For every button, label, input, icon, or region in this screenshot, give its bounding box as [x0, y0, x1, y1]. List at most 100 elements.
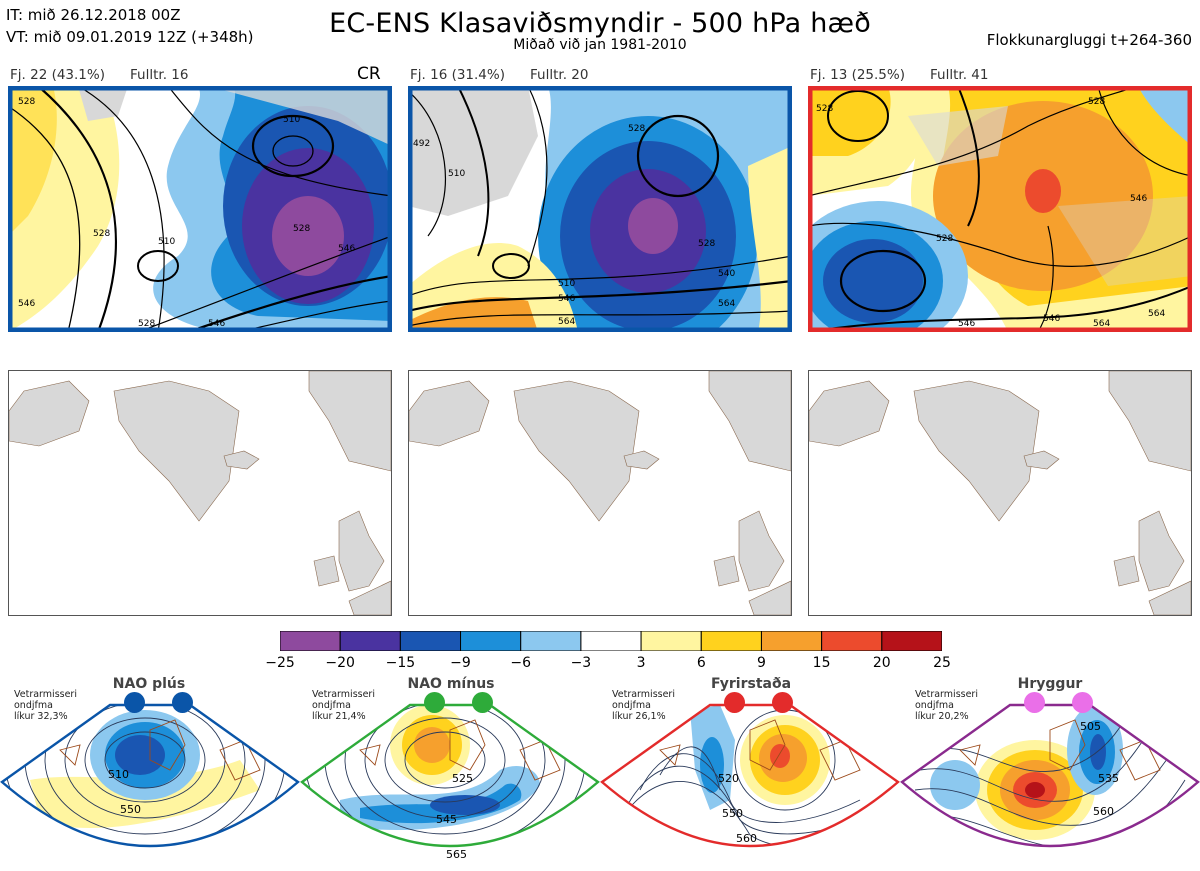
svg-text:565: 565	[446, 848, 467, 861]
svg-text:546: 546	[958, 319, 975, 329]
svg-text:540: 540	[718, 269, 735, 279]
regime-dot	[172, 692, 193, 713]
regime-2-map	[302, 705, 598, 846]
colorbar-swatch	[700, 630, 762, 652]
cluster-map-1-graphic: 528 510 528 546 510 528 546 546 528	[8, 86, 392, 332]
colorbar-tick-label: −9	[450, 655, 471, 671]
cluster-1-representative: Fulltr. 16	[130, 67, 189, 83]
cluster-3-representative: Fulltr. 41	[930, 67, 989, 83]
colorbar-tick-label: 25	[933, 655, 951, 671]
classification-window: Flokkunargluggi t+264-360	[986, 31, 1192, 49]
svg-text:528: 528	[1088, 97, 1105, 107]
member-map-1[interactable]	[8, 370, 392, 616]
cluster-map-3[interactable]: 528 528 528 546 546 546 564 564	[808, 86, 1192, 332]
cluster-map-1[interactable]: 528 510 528 546 510 528 546 546 528	[8, 86, 392, 332]
member-map-2[interactable]	[408, 370, 792, 616]
regime-dot	[1072, 692, 1093, 713]
member-map-3[interactable]	[808, 370, 1192, 616]
colorbar-swatches	[279, 630, 943, 652]
valid-time: VT: mið 09.01.2019 12Z (+348h)	[6, 28, 254, 46]
svg-text:535: 535	[1098, 772, 1119, 785]
regime-4-title: Hryggur	[1017, 676, 1083, 692]
svg-text:546: 546	[18, 299, 35, 309]
cluster-map-2[interactable]: 492 510 528 510 528 540 546 564 564	[408, 86, 792, 332]
svg-text:546: 546	[208, 319, 225, 329]
colorbar-swatch	[339, 630, 401, 652]
cluster-1-count: Fj. 22 (43.1%)	[10, 67, 105, 83]
regime-3-note-line: ondjfma	[612, 700, 651, 711]
svg-text:520: 520	[718, 772, 739, 785]
svg-text:546: 546	[558, 294, 575, 304]
svg-text:550: 550	[120, 803, 141, 816]
regime-dot	[472, 692, 493, 713]
svg-text:564: 564	[1148, 309, 1165, 319]
regime-2-note-line: Vetrarmisseri	[312, 689, 375, 700]
regime-3-note-line: líkur 26,1%	[612, 711, 666, 722]
regime-1-note-line: líkur 32,3%	[14, 711, 68, 722]
svg-text:528: 528	[936, 234, 953, 244]
colorbar-tick-label: −20	[325, 655, 355, 671]
regime-3-note-line: Vetrarmisseri	[612, 689, 675, 700]
svg-text:528: 528	[816, 104, 833, 114]
colorbar-swatch	[821, 630, 883, 652]
svg-text:528: 528	[138, 319, 155, 329]
regime-2-note: Vetrarmisseri ondjfma líkur 21,4%	[312, 689, 375, 722]
svg-text:560: 560	[1093, 805, 1114, 818]
colorbar-swatch	[399, 630, 462, 652]
svg-text:545: 545	[436, 813, 457, 826]
member-map-3-land	[809, 371, 1191, 615]
regime-4-note: Vetrarmisseri ondjfma líkur 20,2%	[915, 689, 978, 722]
svg-text:546: 546	[1043, 314, 1060, 324]
svg-text:510: 510	[558, 279, 575, 289]
cluster-map-2-graphic: 492 510 528 510 528 540 546 564 564	[408, 86, 792, 332]
run-info: IT: mið 26.12.2018 00Z VT: mið 09.01.201…	[6, 4, 254, 48]
regime-4-note-line: Vetrarmisseri	[915, 689, 978, 700]
member-map-1-land	[9, 371, 391, 615]
colorbar-tick-label: −15	[385, 655, 416, 671]
regime-4-map	[902, 705, 1198, 846]
colorbar-swatch	[760, 630, 823, 652]
svg-text:564: 564	[558, 317, 575, 327]
regime-4-note-line: ondjfma	[915, 700, 954, 711]
regime-2-title: NAO mínus	[407, 676, 495, 692]
svg-text:525: 525	[452, 772, 473, 785]
regime-dot	[124, 692, 145, 713]
svg-text:510: 510	[108, 768, 129, 781]
regime-dot	[772, 692, 793, 713]
regime-maps: 510 550 525 545 565	[0, 703, 1200, 861]
svg-text:564: 564	[1093, 319, 1110, 329]
regime-1-note-line: Vetrarmisseri	[14, 689, 77, 700]
regime-3-note: Vetrarmisseri ondjfma líkur 26,1%	[612, 689, 675, 722]
svg-text:510: 510	[448, 169, 465, 179]
colorbar-tick-label: 3	[636, 655, 646, 671]
regime-1-title: NAO plús	[112, 676, 186, 692]
regime-1-note-line: ondjfma	[14, 700, 53, 711]
colorbar-tick-label: −3	[570, 655, 592, 671]
svg-text:560: 560	[736, 832, 757, 845]
colorbar-tick-label: −25	[265, 655, 295, 671]
regime-dot	[1024, 692, 1045, 713]
regime-4-note-line: líkur 20,2%	[915, 711, 969, 722]
member-map-2-land	[409, 371, 791, 615]
cluster-3-count: Fj. 13 (25.5%)	[810, 67, 905, 83]
svg-text:492: 492	[413, 139, 430, 149]
regime-2-note-line: líkur 21,4%	[312, 711, 366, 722]
colorbar-tick-label: 9	[757, 655, 766, 671]
colorbar-swatch	[640, 630, 702, 652]
svg-text:546: 546	[1130, 194, 1147, 204]
cluster-2-count: Fj. 16 (31.4%)	[410, 67, 505, 83]
cluster-map-3-graphic: 528 528 528 546 546 546 564 564	[808, 86, 1192, 332]
colorbar-swatch	[460, 630, 522, 652]
svg-text:528: 528	[293, 224, 310, 234]
regime-1-map	[2, 705, 298, 846]
regime-1-note: Vetrarmisseri ondjfma líkur 32,3%	[14, 689, 77, 722]
colorbar-tick-label: −6	[510, 655, 532, 671]
colorbar-swatch	[279, 630, 341, 652]
regime-2-note-line: ondjfma	[312, 700, 351, 711]
svg-text:528: 528	[93, 229, 110, 239]
cluster-2-representative: Fulltr. 20	[530, 67, 589, 83]
colorbar	[279, 630, 943, 652]
svg-text:528: 528	[698, 239, 715, 249]
svg-text:505: 505	[1080, 720, 1101, 733]
colorbar-swatch	[881, 630, 943, 652]
